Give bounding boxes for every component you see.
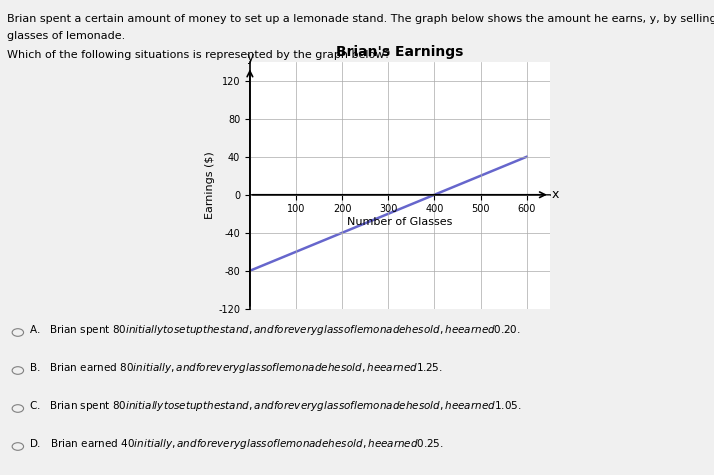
Title: Brian's Earnings: Brian's Earnings [336,45,463,59]
Text: B.   Brian earned $80 initially, and for every glass of lemonade he sold, he ear: B. Brian earned $80 initially, and for e… [29,361,443,375]
Text: glasses of lemonade.: glasses of lemonade. [7,31,126,41]
X-axis label: Number of Glasses: Number of Glasses [347,217,453,227]
Text: D.   Brian earned $40 initially, and for every glass of lemonade he sold, he ear: D. Brian earned $40 initially, and for e… [29,437,443,451]
Text: Which of the following situations is represented by the graph below?: Which of the following situations is rep… [7,50,391,60]
Text: x: x [552,188,560,201]
Text: y: y [246,51,253,64]
Text: C.   Brian spent $80 initially to set up the stand, and for every glass of lemon: C. Brian spent $80 initially to set up t… [29,399,521,413]
Text: Brian spent a certain amount of money to set up a lemonade stand. The graph belo: Brian spent a certain amount of money to… [7,14,714,24]
Text: A.   Brian spent $80 initially to set up the stand, and for every glass of lemon: A. Brian spent $80 initially to set up t… [29,323,521,337]
Y-axis label: Earnings ($): Earnings ($) [206,152,216,219]
